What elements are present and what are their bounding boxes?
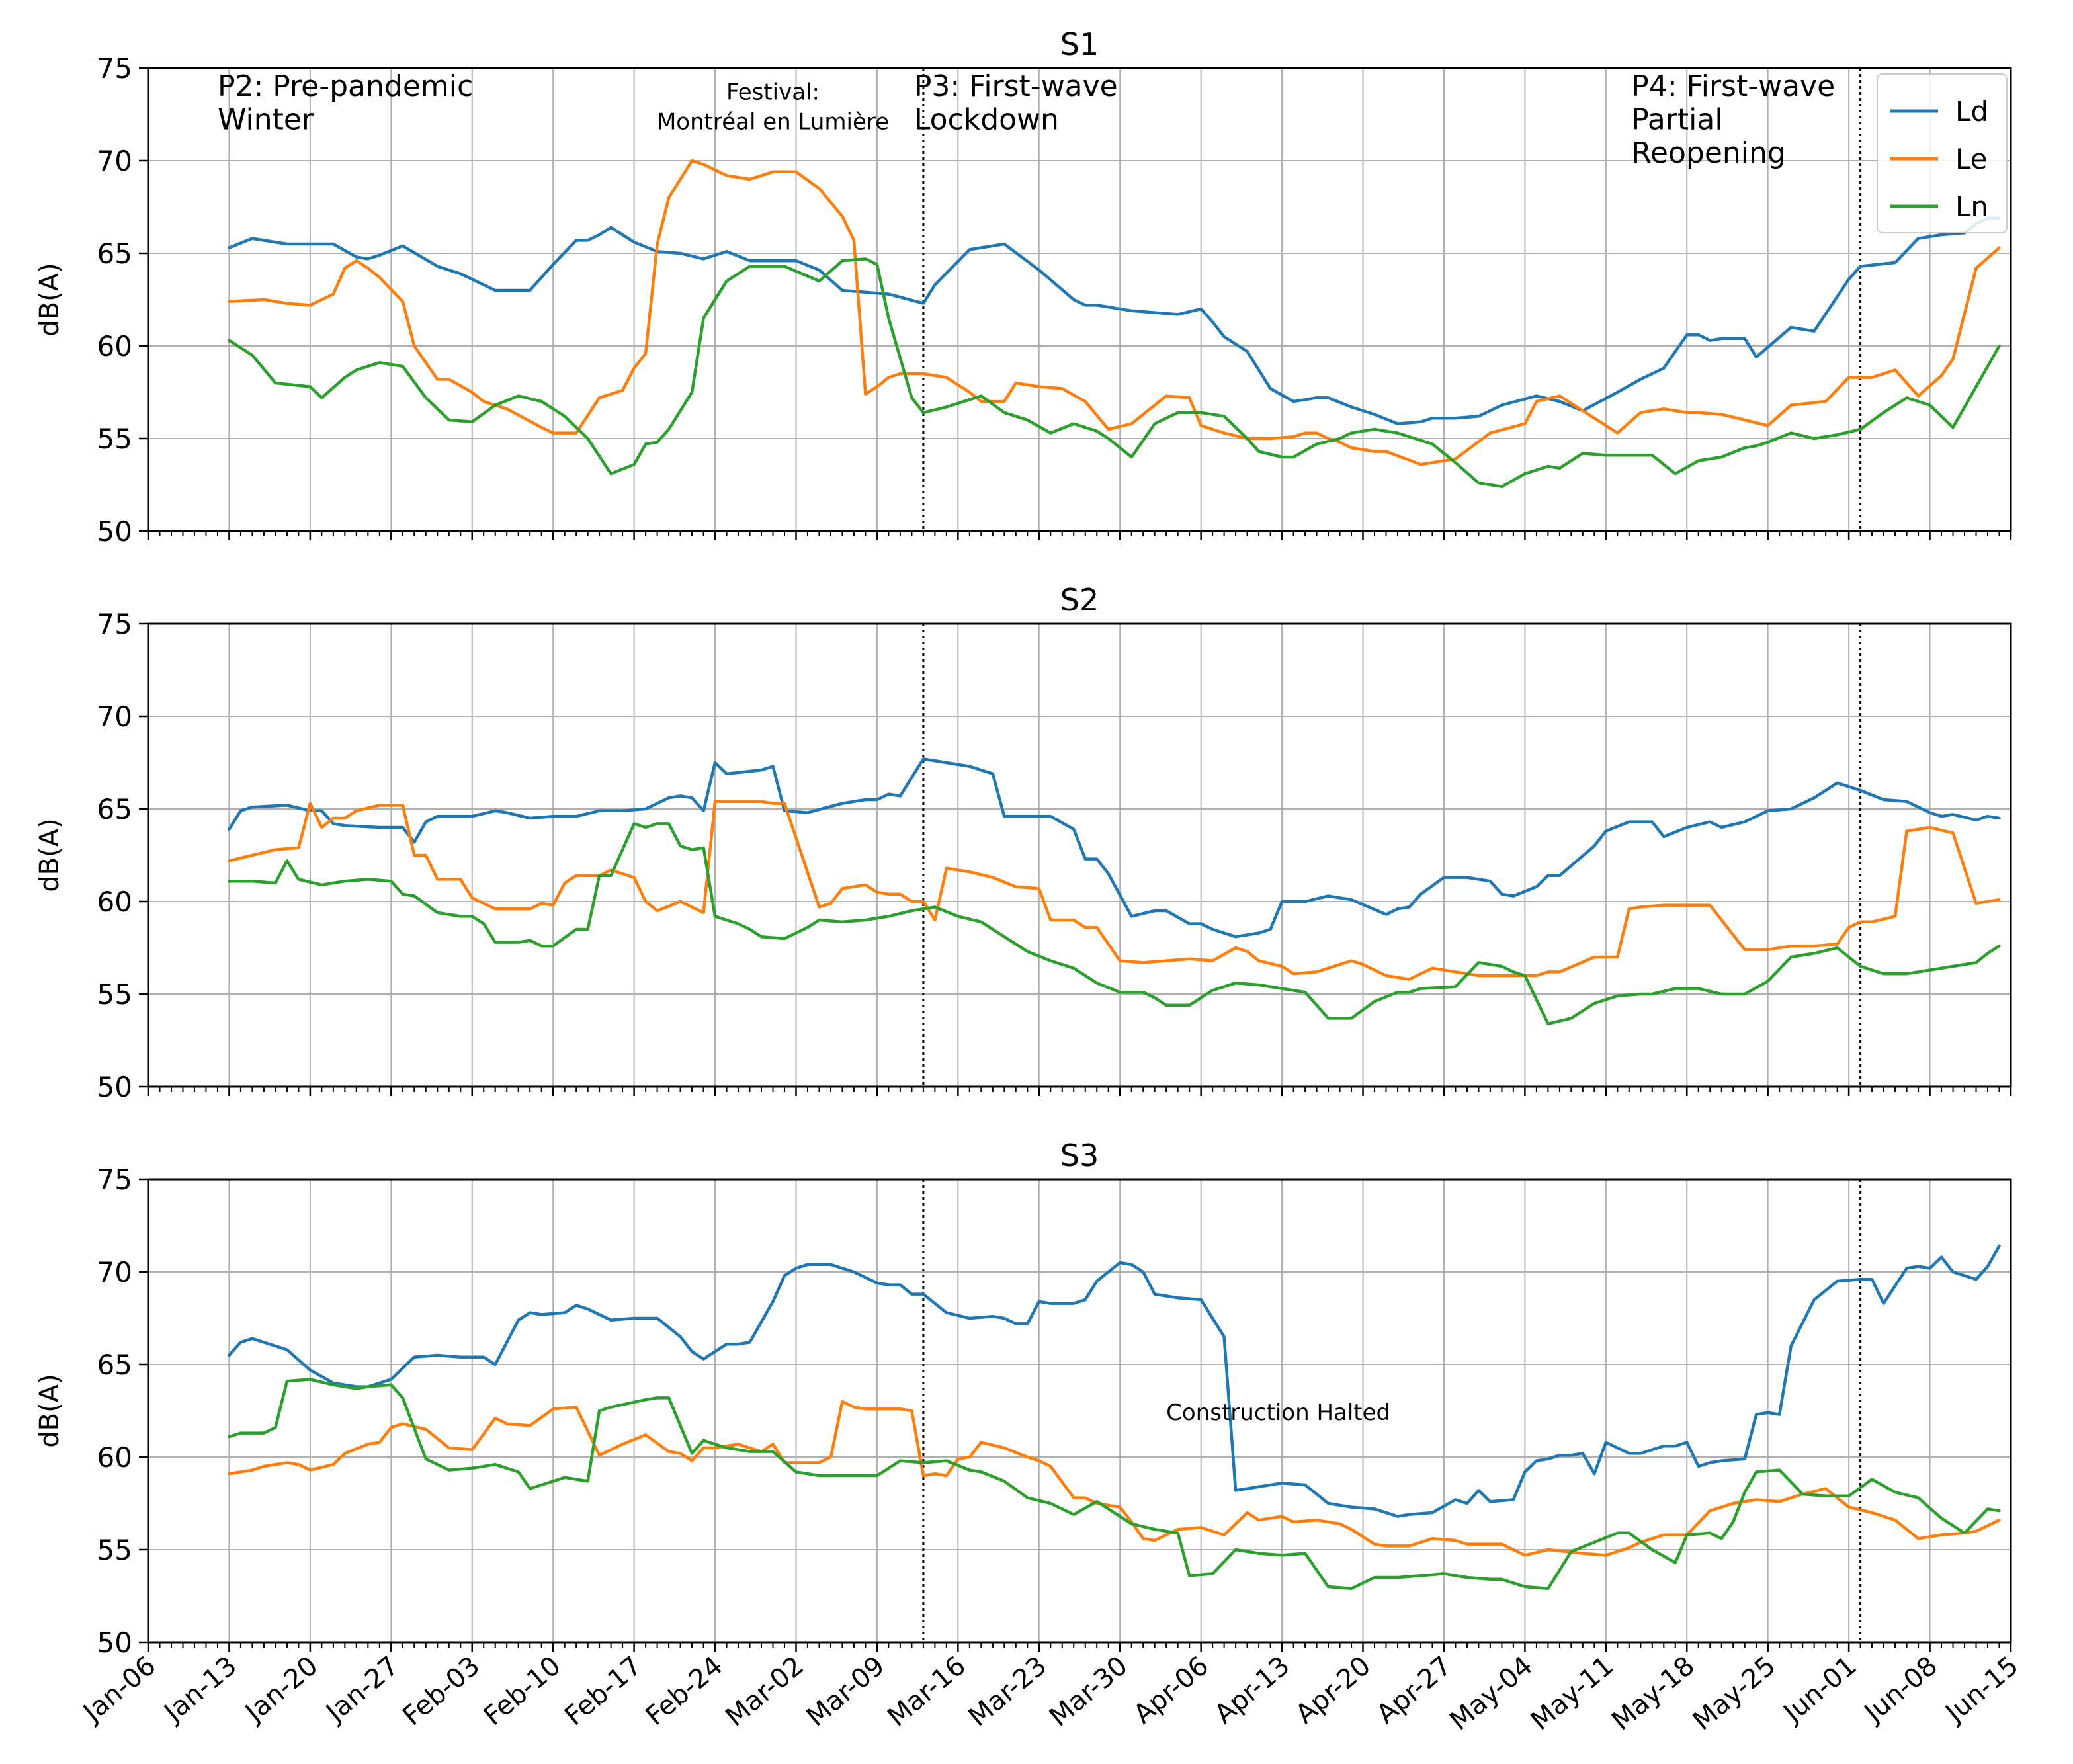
- y-axis-label: dB(A): [34, 1374, 65, 1447]
- series-line-le: [228, 800, 2001, 981]
- y-tick-label: 50: [97, 1626, 132, 1659]
- annotation-label: P3: First-wave: [914, 69, 1118, 103]
- annotation-label: Reopening: [1631, 136, 1786, 170]
- y-tick-label: 50: [97, 515, 132, 548]
- legend-label-le: Le: [1955, 143, 1988, 175]
- y-tick-label: 60: [97, 330, 132, 362]
- chart-panel-s2: 50 55 60 65 70 75 dB(A) S2: [34, 582, 2012, 1103]
- y-tick-label: 60: [97, 886, 132, 918]
- annotation-label: Partial: [1631, 103, 1722, 136]
- y-tick-label: 75: [97, 608, 132, 640]
- y-tick-label: 70: [97, 700, 132, 733]
- series-line-le: [228, 1400, 2001, 1557]
- y-tick-label: 65: [97, 237, 132, 270]
- y-tick-label: 55: [97, 1534, 132, 1566]
- series-line-ln: [228, 257, 2001, 489]
- annotation-label: Lockdown: [914, 103, 1059, 136]
- series-line-ld: [228, 757, 2001, 939]
- y-tick-label: 65: [97, 1349, 132, 1381]
- y-tick-label: 70: [97, 145, 132, 177]
- annotation-label: P2: Pre-pandemic: [218, 69, 473, 103]
- y-tick-label: 75: [97, 1163, 132, 1196]
- series-line-ln: [228, 822, 2001, 1026]
- legend: Ld Le Ln: [1877, 73, 2008, 233]
- annotation-label: P4: First-wave: [1631, 69, 1835, 103]
- y-tick-label: 50: [97, 1071, 132, 1103]
- y-axis-label: dB(A): [34, 818, 65, 892]
- annotation-label: Montréal en Lumière: [657, 108, 889, 135]
- legend-label-ld: Ld: [1955, 95, 1988, 128]
- legend-frame: [1877, 73, 2008, 233]
- plot-frame: [147, 622, 2012, 1088]
- y-tick-label: 70: [97, 1256, 132, 1288]
- y-tick-label: 55: [97, 423, 132, 455]
- chart-title: S3: [1060, 1138, 1099, 1173]
- annotation-label: Construction Halted: [1166, 1400, 1390, 1426]
- y-axis-label: dB(A): [34, 263, 65, 336]
- series-line-ld: [228, 1244, 2001, 1518]
- y-tick-label: 55: [97, 978, 132, 1011]
- annotation-label: Winter: [218, 103, 314, 136]
- series-line-ld: [228, 216, 2001, 425]
- chart-title: S2: [1060, 582, 1099, 618]
- plot-frame: [147, 67, 2012, 532]
- series-line-ln: [228, 1378, 2001, 1591]
- plot-frame: [147, 1178, 2012, 1644]
- chart-panel-s1: 50 55 60 65 70 75 dB(A) S1 P2: Pre-pandemicWinte…: [34, 26, 2012, 548]
- y-tick-label: 75: [97, 52, 132, 85]
- legend-label-ln: Ln: [1955, 190, 1988, 223]
- series-line-le: [228, 159, 2001, 466]
- y-tick-label: 60: [97, 1441, 132, 1474]
- annotation-label: Festival:: [726, 79, 820, 106]
- y-tick-label: 65: [97, 793, 132, 825]
- chart-title: S1: [1060, 26, 1099, 62]
